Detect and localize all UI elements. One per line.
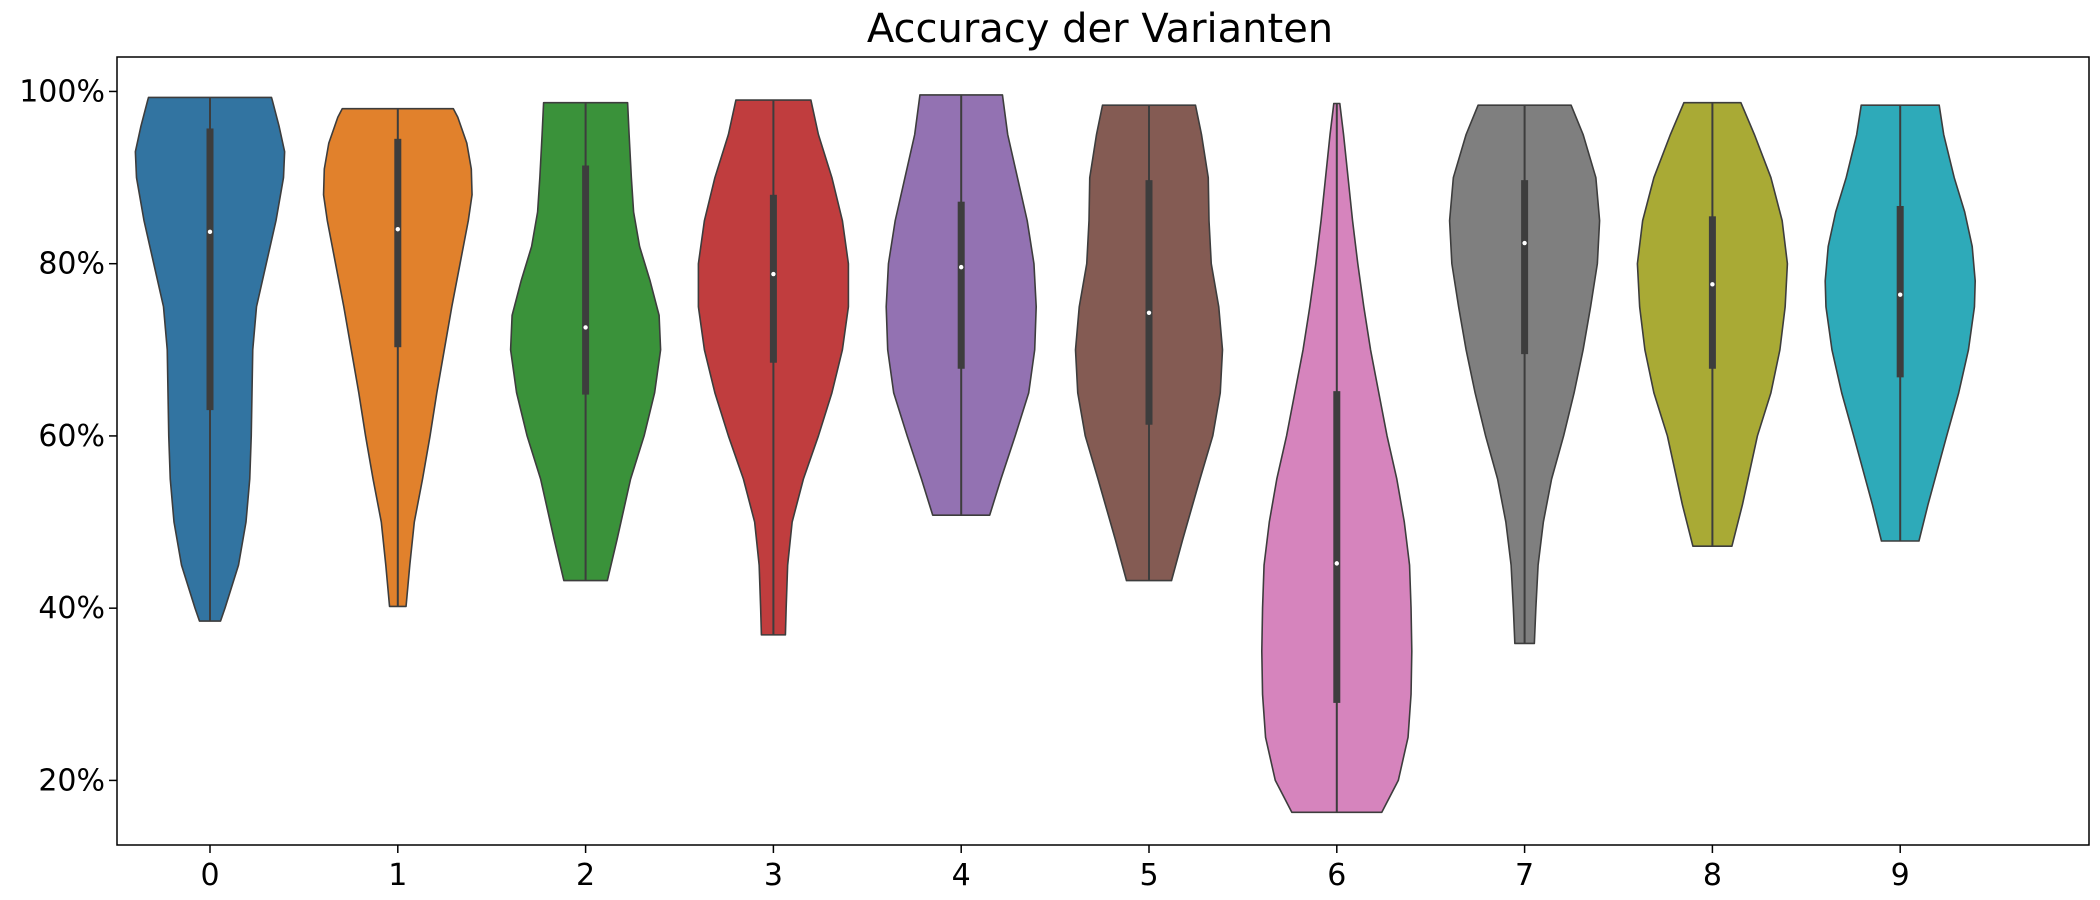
plot-area (116, 56, 2090, 846)
violin-iqr-box (206, 128, 214, 411)
y-tick-label: 40% (38, 591, 105, 626)
violins-group (134, 94, 1976, 814)
violin-median (395, 227, 400, 232)
violin-5 (1074, 104, 1224, 582)
violin-median (1334, 561, 1340, 566)
x-tick-label: 9 (1891, 858, 1910, 893)
violin-7 (1448, 104, 1601, 645)
violin-median (1146, 310, 1152, 315)
violin-iqr-box (1708, 216, 1716, 369)
violin-iqr-box (1896, 205, 1904, 378)
x-tick-label: 4 (952, 858, 971, 893)
x-tick-label: 3 (764, 858, 783, 893)
violin-iqr-box (1333, 391, 1341, 703)
violin-4 (885, 94, 1037, 516)
x-tick-label: 6 (1327, 858, 1346, 893)
x-tick-label: 7 (1515, 858, 1534, 893)
x-tick-label: 5 (1139, 858, 1158, 893)
x-tick-label: 2 (576, 858, 595, 893)
violin-6 (1261, 102, 1413, 814)
violin-9 (1824, 104, 1976, 542)
chart-title: Accuracy der Varianten (866, 6, 1334, 52)
violin-3 (697, 99, 850, 636)
violin-iqr-box (957, 201, 965, 369)
y-tick-label: 60% (38, 419, 105, 454)
y-tick-label: 80% (38, 247, 105, 282)
violin-median (1710, 282, 1715, 287)
violin-iqr-box (582, 165, 590, 395)
x-tick-label: 0 (200, 858, 219, 893)
x-tick-label: 8 (1703, 858, 1722, 893)
violin-median (959, 264, 964, 270)
violin-median (1898, 292, 1903, 297)
y-tick-label: 100% (19, 74, 105, 109)
violin-2 (509, 101, 662, 582)
violin-iqr-box (1521, 180, 1529, 355)
x-axis: 0 1 2 3 4 5 6 7 8 9 (200, 845, 1910, 893)
violin-1 (322, 107, 473, 608)
violin-0 (134, 96, 286, 622)
x-tick-label: 1 (388, 858, 407, 893)
y-axis: 20% 40% 60% 80% 100% (19, 74, 117, 798)
violin-iqr-box (1145, 180, 1153, 425)
violin-median (771, 271, 776, 277)
violin-iqr-box (394, 138, 402, 348)
violin-iqr-box (769, 194, 777, 363)
violin-median (1522, 240, 1527, 246)
violin-median (207, 229, 213, 235)
violin-8 (1636, 101, 1789, 547)
y-tick-label: 20% (38, 763, 105, 798)
violin-median (583, 325, 588, 330)
